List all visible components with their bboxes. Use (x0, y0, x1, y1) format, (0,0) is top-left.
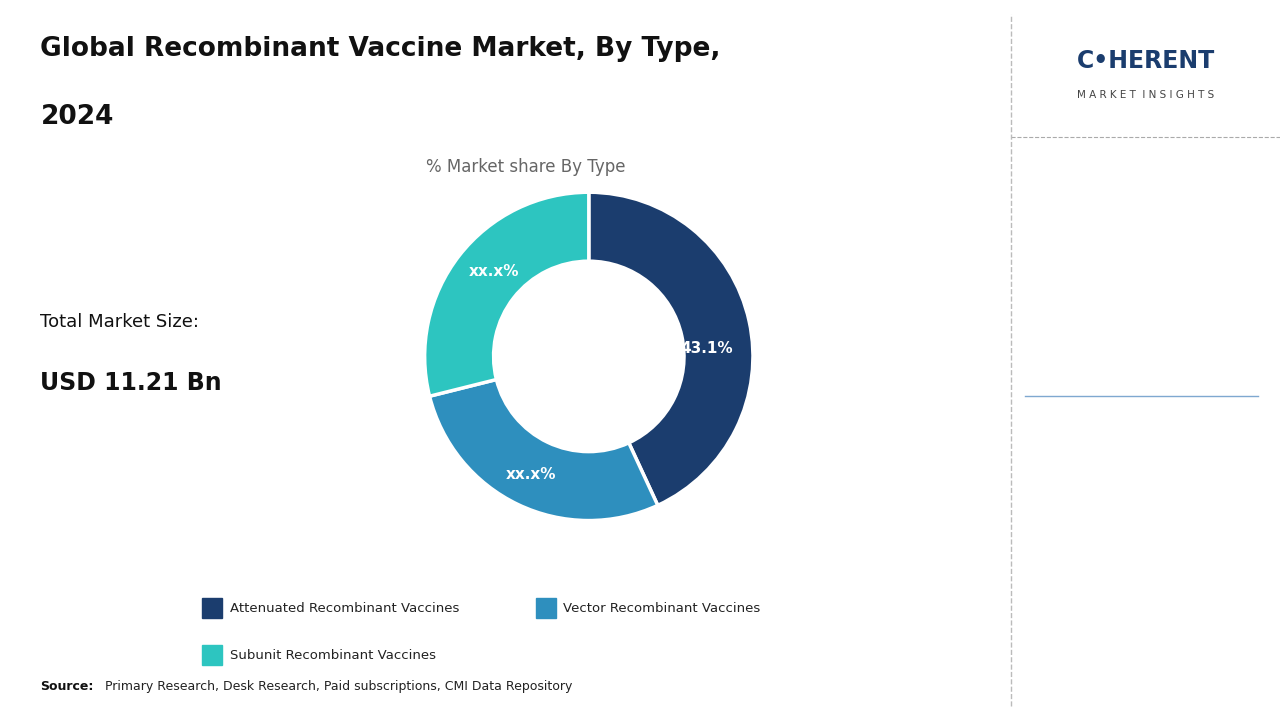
Text: Global Recombinant Vaccine Market, By Type,: Global Recombinant Vaccine Market, By Ty… (41, 36, 721, 62)
Wedge shape (430, 379, 658, 521)
Text: USD 11.21 Bn: USD 11.21 Bn (41, 371, 221, 395)
Text: Attenuated Recombinant
Vaccines: Attenuated Recombinant Vaccines (1033, 263, 1229, 295)
Text: C•HERENT: C•HERENT (1076, 49, 1215, 73)
Text: Total Market Size:: Total Market Size: (41, 313, 200, 331)
Bar (202, 645, 223, 665)
Text: 2024: 2024 (41, 104, 114, 130)
Text: Type - Estimated
Market Revenue Share,
2024: Type - Estimated Market Revenue Share, 2… (1033, 320, 1194, 372)
Text: Global
Recombinant
Vaccine Market: Global Recombinant Vaccine Market (1033, 432, 1212, 523)
Wedge shape (589, 192, 753, 505)
Text: xx.x%: xx.x% (506, 467, 557, 482)
Text: Subunit Recombinant Vaccines: Subunit Recombinant Vaccines (229, 649, 435, 662)
Bar (202, 598, 223, 618)
Text: Attenuated Recombinant Vaccines: Attenuated Recombinant Vaccines (229, 602, 460, 615)
Text: % Market share By Type: % Market share By Type (426, 158, 626, 176)
Bar (1011, 0, 1280, 137)
Text: M A R K E T  I N S I G H T S: M A R K E T I N S I G H T S (1076, 90, 1215, 100)
Text: 43.1%: 43.1% (1033, 163, 1178, 204)
Text: xx.x%: xx.x% (468, 264, 518, 279)
Text: Vector Recombinant Vaccines: Vector Recombinant Vaccines (563, 602, 760, 615)
Text: Primary Research, Desk Research, Paid subscriptions, CMI Data Repository: Primary Research, Desk Research, Paid su… (105, 680, 572, 693)
Wedge shape (425, 192, 589, 396)
Bar (536, 598, 557, 618)
Text: 43.1%: 43.1% (681, 341, 733, 356)
Text: Source:: Source: (41, 680, 93, 693)
